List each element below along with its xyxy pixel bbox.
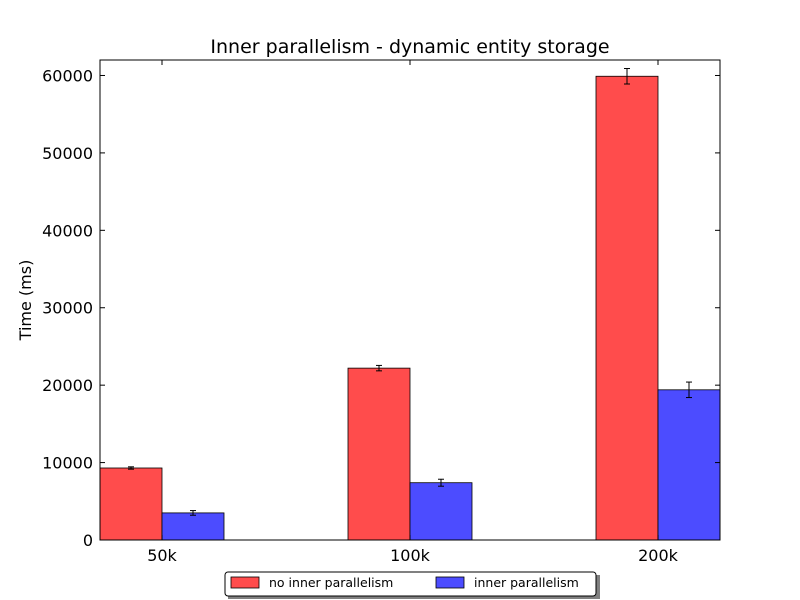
- bars-layer: [99, 75, 721, 541]
- y-tick-label: 50000: [42, 144, 93, 163]
- error-bars-layer: [128, 68, 692, 516]
- x-tick-label-100k: 100k: [390, 546, 431, 565]
- y-tick-label: 30000: [42, 299, 93, 318]
- y-tick-label: 0: [83, 531, 93, 550]
- error-bar-inner-parallelism-50k: [190, 510, 196, 516]
- bar-no-inner-parallelism-50k: [99, 467, 163, 541]
- ticks-layer: 0 10000 20000 30000 40000 50000 60000 50k 100k 20…: [42, 60, 720, 565]
- error-bar-no-inner-parallelism-200k: [624, 68, 630, 85]
- bar-inner-parallelism-200k: [657, 389, 721, 541]
- y-tick-label: 20000: [42, 376, 93, 395]
- legend-label-inner-parallelism: inner parallelism: [474, 575, 579, 590]
- y-tick-label: 10000: [42, 454, 93, 473]
- legend-box: [224, 571, 597, 597]
- bar-no-inner-parallelism-100k: [347, 367, 411, 541]
- error-bar-inner-parallelism-100k: [438, 478, 444, 487]
- bar-inner-parallelism-100k: [409, 482, 473, 541]
- x-tick-label-200k: 200k: [638, 546, 679, 565]
- error-bar-no-inner-parallelism-100k: [376, 364, 382, 372]
- bar-no-inner-parallelism-200k: [595, 75, 659, 541]
- legend: no inner parallelism inner parallelism: [224, 571, 600, 599]
- legend-swatch-inner-parallelism: [435, 576, 465, 589]
- legend-label-no-inner-parallelism: no inner parallelism: [269, 575, 393, 590]
- y-axis-label: Time (ms): [16, 260, 35, 342]
- legend-swatch-no-inner-parallelism: [230, 576, 260, 589]
- error-bar-no-inner-parallelism-50k: [128, 466, 134, 470]
- chart-title: Inner parallelism - dynamic entity stora…: [210, 36, 609, 58]
- bar-inner-parallelism-50k: [161, 512, 225, 541]
- y-tick-label: 40000: [42, 221, 93, 240]
- y-tick-label: 60000: [42, 66, 93, 85]
- error-bar-inner-parallelism-200k: [686, 381, 692, 399]
- x-tick-label-50k: 50k: [147, 546, 177, 565]
